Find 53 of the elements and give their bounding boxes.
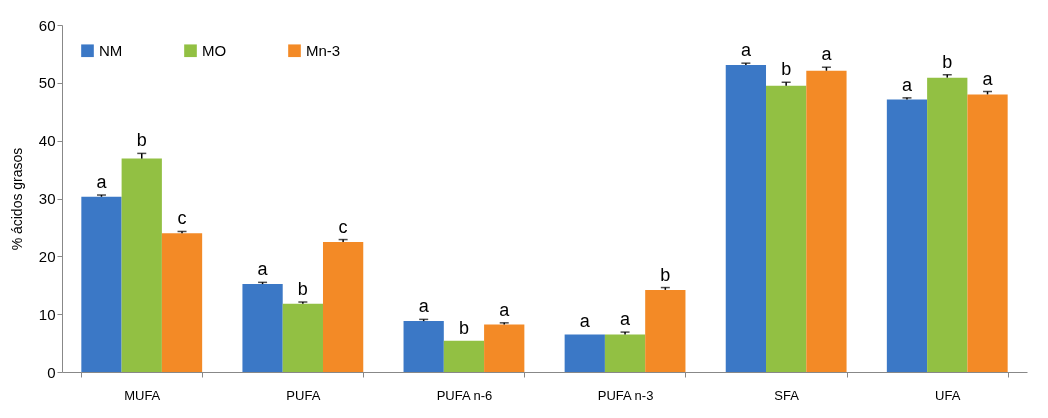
annotation: b <box>942 51 953 72</box>
annotation: a <box>257 259 269 280</box>
annotation: b <box>781 59 792 80</box>
bar <box>322 241 364 372</box>
legend-label: Mn-3 <box>306 41 341 59</box>
bar <box>121 158 162 372</box>
annotation: a <box>418 296 430 317</box>
y-tick-label: 20 <box>38 247 56 265</box>
x-tick-label: MUFA <box>124 387 161 403</box>
x-tick-label: PUFA n-3 <box>597 387 654 403</box>
bar <box>81 196 122 372</box>
x-tick-label: PUFA n-6 <box>436 387 493 403</box>
annotation: a <box>499 299 511 320</box>
annotation: b <box>297 279 308 300</box>
bar <box>967 94 1008 372</box>
bar <box>604 334 646 372</box>
legend-label: MO <box>202 41 227 59</box>
x-tick-label: SFA <box>774 387 800 403</box>
bar <box>564 334 605 372</box>
annotation: c <box>177 208 187 229</box>
bar <box>161 233 203 372</box>
y-tick-label: 50 <box>38 74 56 92</box>
annotation: a <box>821 44 833 65</box>
bar <box>766 85 807 372</box>
bar <box>484 324 525 372</box>
bar <box>282 303 323 372</box>
y-axis-title: % ácidos grasos <box>8 147 25 251</box>
annotation: a <box>579 311 591 332</box>
annotation: a <box>982 68 994 89</box>
annotation: b <box>660 264 671 285</box>
x-tick-label: UFA <box>935 387 961 403</box>
bar <box>886 99 928 372</box>
annotation: c <box>338 216 348 237</box>
bar <box>725 64 767 372</box>
bar <box>927 77 968 372</box>
bar <box>645 289 686 372</box>
bar <box>443 340 485 372</box>
y-tick-label: 40 <box>38 132 56 150</box>
x-tick-label: PUFA <box>286 387 321 403</box>
annotation: a <box>96 172 108 193</box>
legend-label: NM <box>99 41 123 59</box>
annotation: a <box>620 309 632 330</box>
annotation: b <box>136 130 147 151</box>
y-tick-label: 30 <box>38 190 56 207</box>
y-tick-label: 60 <box>38 16 56 34</box>
bar <box>242 284 283 372</box>
y-tick-label: 10 <box>38 305 56 323</box>
annotation: a <box>901 74 913 95</box>
bar <box>806 70 847 372</box>
bar <box>403 321 444 372</box>
y-tick-label: 0 <box>47 363 56 381</box>
annotation: a <box>740 40 752 61</box>
annotation: b <box>458 317 469 338</box>
